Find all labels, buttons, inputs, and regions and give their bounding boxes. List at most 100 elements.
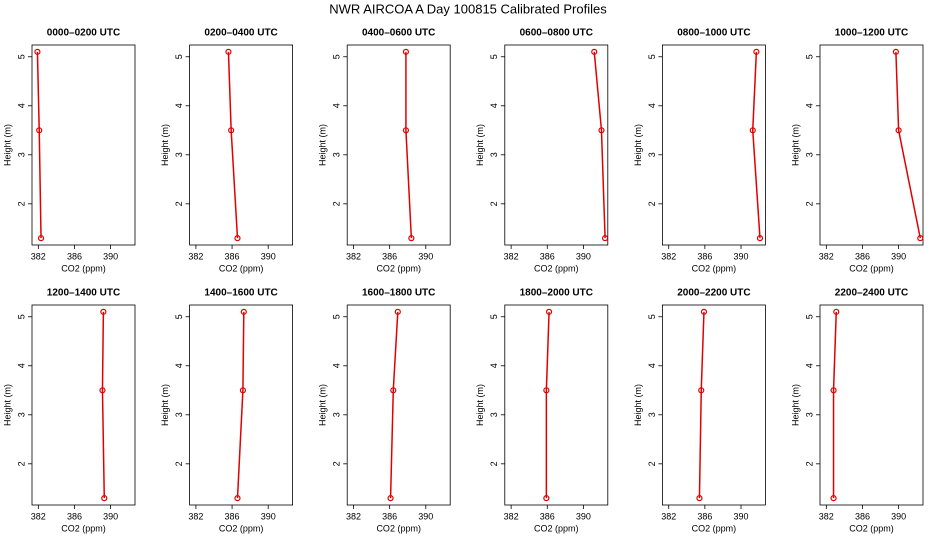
y-tick-label: 5 [489, 314, 499, 319]
point [749, 127, 756, 134]
plot-frame [346, 44, 451, 246]
y-tick-label: 3 [174, 152, 184, 157]
y-axis-label: Height (m) [790, 384, 800, 426]
profile-line [751, 51, 761, 239]
y-tick-label: 4 [489, 103, 499, 108]
y-tick-label: 3 [16, 412, 26, 417]
x-axis-label: CO2 (ppm) [376, 263, 421, 273]
y-tick-label: 2 [16, 201, 26, 206]
point [100, 308, 107, 315]
x-tick-label: 382 [31, 511, 46, 521]
point [394, 308, 401, 315]
point [402, 48, 410, 55]
point [833, 308, 840, 315]
y-axis-label: Height (m) [475, 384, 485, 426]
y-tick-label: 2 [647, 201, 657, 206]
point [408, 235, 415, 242]
x-tick-label: 390 [418, 251, 433, 261]
plot-frame [662, 44, 766, 246]
panel-title: 0400–0600 UTC [362, 28, 435, 39]
profile-line [895, 51, 922, 239]
x-tick-label: 382 [661, 251, 676, 261]
point [34, 48, 41, 55]
x-axis-label: CO2 (ppm) [849, 523, 894, 533]
x-axis-label: CO2 (ppm) [219, 263, 264, 273]
point [387, 495, 394, 502]
profile-line [36, 51, 42, 239]
y-axis-label: Height (m) [318, 384, 328, 426]
point [917, 235, 924, 242]
y-tick-label: 5 [332, 314, 342, 319]
x-tick-label: 386 [225, 251, 240, 261]
x-tick-label: 386 [225, 511, 240, 521]
point [753, 48, 760, 55]
point [830, 387, 837, 394]
x-tick-label: 390 [576, 251, 591, 261]
x-axis-label: CO2 (ppm) [692, 263, 737, 273]
x-tick-label: 390 [261, 251, 276, 261]
plot-frame [662, 304, 766, 506]
y-tick-label: 5 [804, 314, 814, 319]
panel-title: 1200–1400 UTC [47, 288, 120, 299]
x-axis-label: CO2 (ppm) [61, 263, 106, 273]
x-tick-label: 382 [188, 511, 203, 521]
y-tick-label: 4 [174, 363, 184, 368]
y-tick-label: 4 [489, 363, 499, 368]
x-tick-label: 382 [31, 251, 46, 261]
point [543, 495, 550, 502]
x-axis-label: CO2 (ppm) [534, 523, 579, 533]
point [696, 495, 703, 502]
point [545, 308, 553, 315]
point [234, 495, 241, 502]
plot-frame [504, 44, 609, 246]
x-tick-label: 382 [819, 511, 834, 521]
point [240, 308, 247, 315]
x-tick-label: 390 [418, 511, 433, 521]
y-tick-label: 3 [174, 412, 184, 417]
x-tick-label: 382 [819, 251, 834, 261]
point [700, 308, 708, 315]
x-tick-label: 386 [67, 251, 82, 261]
x-tick-label: 386 [67, 511, 82, 521]
y-tick-label: 2 [16, 461, 26, 466]
x-tick-label: 382 [504, 251, 519, 261]
y-tick-label: 5 [332, 54, 342, 59]
y-tick-label: 2 [489, 461, 499, 466]
main-title: NWR AIRCOA A Day 100815 Calibrated Profi… [329, 1, 607, 16]
profile-line [698, 311, 705, 499]
y-tick-label: 3 [332, 152, 342, 157]
profile-line [593, 51, 606, 239]
y-tick-label: 3 [804, 152, 814, 157]
point [601, 235, 609, 242]
x-tick-label: 386 [697, 511, 712, 521]
y-tick-label: 4 [804, 103, 814, 108]
plot-frame [819, 44, 924, 246]
y-tick-label: 3 [489, 152, 499, 157]
x-tick-label: 386 [855, 511, 870, 521]
y-tick-label: 2 [804, 461, 814, 466]
y-tick-label: 4 [647, 103, 657, 108]
panel-title: 0600–0800 UTC [520, 28, 593, 39]
x-tick-label: 382 [188, 251, 203, 261]
x-tick-label: 390 [733, 251, 748, 261]
x-tick-label: 386 [540, 511, 555, 521]
plot-frame [346, 304, 451, 506]
panel-title: 1400–1600 UTC [204, 288, 277, 299]
y-tick-label: 2 [332, 201, 342, 206]
plot-frame [504, 304, 609, 506]
point [37, 235, 45, 242]
point [234, 235, 241, 242]
x-axis-label: CO2 (ppm) [61, 523, 106, 533]
point [591, 48, 598, 55]
x-tick-label: 390 [261, 511, 276, 521]
point [756, 235, 764, 242]
plot-frame [189, 304, 294, 506]
y-tick-label: 5 [647, 54, 657, 59]
panel-title: 1800–2000 UTC [520, 288, 593, 299]
point [36, 127, 43, 134]
y-tick-label: 3 [647, 152, 657, 157]
y-tick-label: 5 [16, 314, 26, 319]
y-tick-label: 3 [489, 412, 499, 417]
y-tick-label: 4 [804, 363, 814, 368]
